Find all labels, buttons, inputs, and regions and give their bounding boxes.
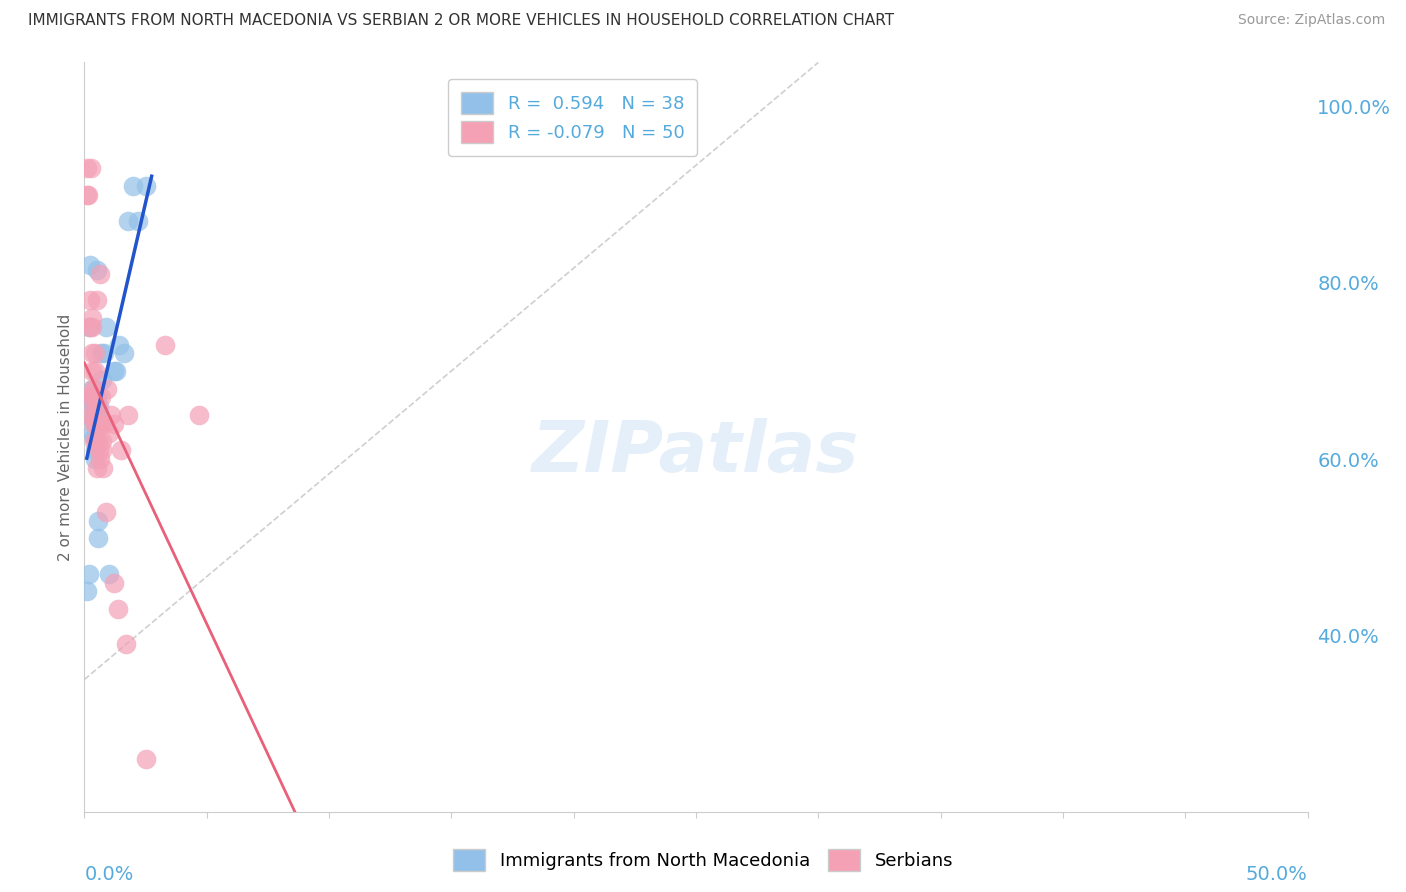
Text: ZIPatlas: ZIPatlas <box>533 417 859 486</box>
Point <box>100 408 122 422</box>
Point <box>86 399 108 413</box>
Point <box>89 417 111 431</box>
Point <box>96 382 118 396</box>
Point <box>115 637 138 651</box>
Point <box>77 319 100 334</box>
Point <box>86 399 108 413</box>
Point <box>112 346 135 360</box>
Text: 50.0%: 50.0% <box>1246 864 1308 884</box>
Point <box>76 187 98 202</box>
Point <box>77 566 100 581</box>
Point <box>83 430 105 444</box>
Text: IMMIGRANTS FROM NORTH MACEDONIA VS SERBIAN 2 OR MORE VEHICLES IN HOUSEHOLD CORRE: IMMIGRANTS FROM NORTH MACEDONIA VS SERBI… <box>28 13 894 29</box>
Point <box>110 443 132 458</box>
Point <box>107 602 129 616</box>
Point <box>188 408 211 422</box>
Point <box>76 187 98 202</box>
Point <box>84 382 107 396</box>
Point <box>82 425 104 440</box>
Point <box>82 382 104 396</box>
Point <box>77 391 100 405</box>
Point <box>82 364 104 378</box>
Point <box>87 443 110 458</box>
Point <box>90 346 112 360</box>
Point <box>76 584 98 599</box>
Point <box>82 391 104 405</box>
Point <box>103 364 125 378</box>
Point <box>87 434 110 449</box>
Point <box>80 382 103 396</box>
Point <box>83 408 105 422</box>
Point <box>84 434 107 449</box>
Point <box>87 532 110 546</box>
Legend: R =  0.594   N = 38, R = -0.079   N = 50: R = 0.594 N = 38, R = -0.079 N = 50 <box>449 79 697 155</box>
Point <box>86 408 108 422</box>
Point <box>91 434 114 449</box>
Point <box>153 337 176 351</box>
Point <box>127 214 149 228</box>
Legend: Immigrants from North Macedonia, Serbians: Immigrants from North Macedonia, Serbian… <box>446 842 960 879</box>
Point <box>97 566 120 581</box>
Point <box>84 417 107 431</box>
Point <box>77 408 100 422</box>
Point <box>86 262 108 277</box>
Point <box>76 161 98 176</box>
Point <box>83 443 105 458</box>
Point <box>79 258 101 272</box>
Point <box>84 408 107 422</box>
Point <box>82 391 104 405</box>
Point <box>83 452 105 467</box>
Point <box>135 178 157 193</box>
Point <box>86 391 108 405</box>
Point <box>83 417 105 431</box>
Point <box>83 364 105 378</box>
Point <box>82 391 104 405</box>
Point <box>80 311 103 326</box>
Point <box>87 417 110 431</box>
Point <box>87 399 110 413</box>
Point <box>103 575 125 590</box>
Point <box>94 319 117 334</box>
Point <box>94 505 117 519</box>
Point <box>117 408 139 422</box>
Point <box>80 399 103 413</box>
Point <box>83 408 105 422</box>
Point <box>79 319 101 334</box>
Point <box>84 391 107 405</box>
Text: 0.0%: 0.0% <box>84 864 134 884</box>
Point <box>86 461 108 475</box>
Point <box>84 417 107 431</box>
Point <box>82 346 104 360</box>
Point <box>79 293 101 308</box>
Point <box>80 161 103 176</box>
Point <box>93 417 115 431</box>
Point <box>93 461 115 475</box>
Point <box>89 452 111 467</box>
Text: Source: ZipAtlas.com: Source: ZipAtlas.com <box>1237 13 1385 28</box>
Point <box>90 391 112 405</box>
Point <box>82 412 104 426</box>
Point <box>86 293 108 308</box>
Point <box>80 319 103 334</box>
Point <box>107 337 129 351</box>
Point <box>89 267 111 281</box>
Point <box>105 364 128 378</box>
Point <box>103 417 125 431</box>
Point <box>97 425 120 440</box>
Point <box>91 373 114 387</box>
Point <box>83 434 105 449</box>
Point <box>90 417 112 431</box>
Point <box>91 443 114 458</box>
Y-axis label: 2 or more Vehicles in Household: 2 or more Vehicles in Household <box>58 313 73 561</box>
Point <box>87 514 110 528</box>
Point <box>122 178 145 193</box>
Point <box>93 346 115 360</box>
Point <box>83 399 105 413</box>
Point <box>135 752 157 766</box>
Point <box>117 214 139 228</box>
Point <box>83 346 105 360</box>
